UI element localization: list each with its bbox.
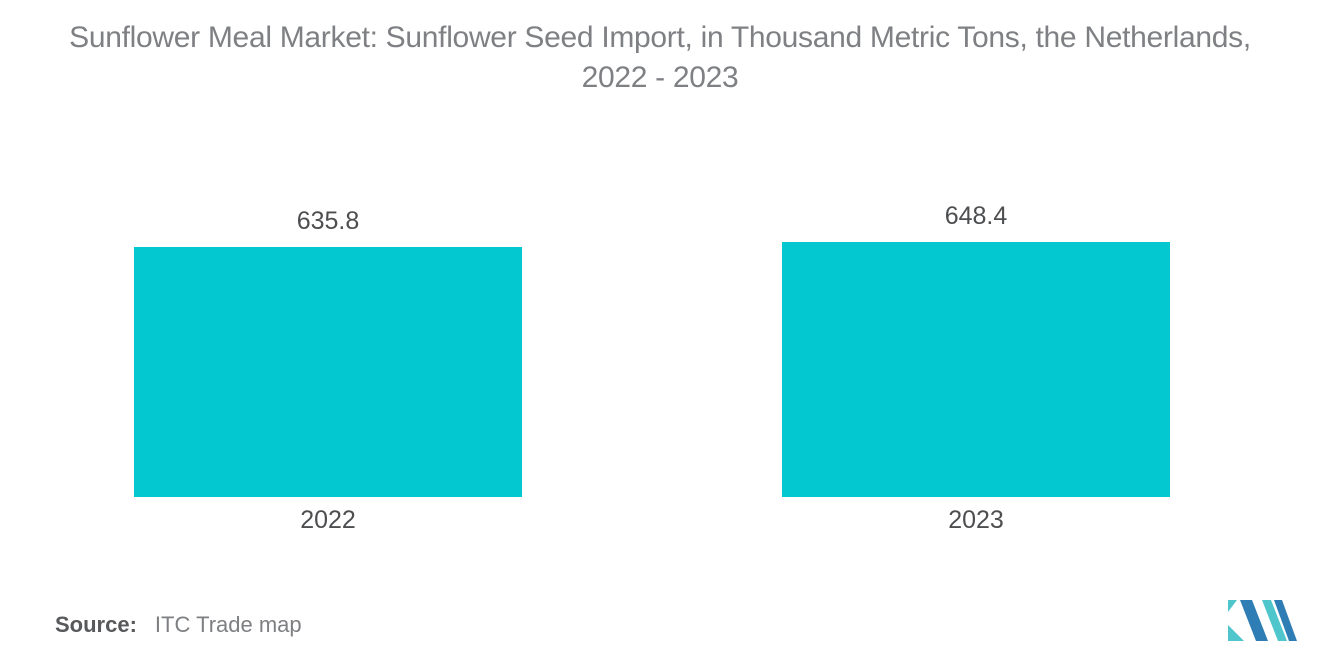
bar-rect-2022: [134, 247, 522, 497]
logo-blue-band-left: [1240, 600, 1268, 641]
logo-blue-band-right: [1274, 600, 1297, 641]
logo-teal-band-right: [1262, 600, 1287, 641]
source-text: ITC Trade map: [154, 612, 302, 637]
plot-area: 635.8 2022 648.4 2023: [134, 202, 1170, 534]
category-label-2023: 2023: [948, 506, 1004, 534]
source-line: Source: ITC Trade map: [55, 612, 302, 638]
bar-value-label-2022: 635.8: [296, 207, 360, 235]
bar-group-2022: 635.8 2022: [134, 207, 522, 534]
mordor-intelligence-logo: [1228, 600, 1297, 641]
source-label: Source:: [55, 612, 137, 637]
category-label-2022: 2022: [300, 506, 356, 534]
bar-rect-2023: [782, 242, 1170, 497]
bar-group-2023: 648.4 2023: [782, 202, 1170, 534]
bar-value-label-2023: 648.4: [944, 202, 1008, 230]
logo-teal-wedge: [1228, 600, 1237, 612]
logo-teal-triangle: [1228, 625, 1244, 641]
chart-title: Sunflower Meal Market: Sunflower Seed Im…: [69, 21, 1251, 94]
